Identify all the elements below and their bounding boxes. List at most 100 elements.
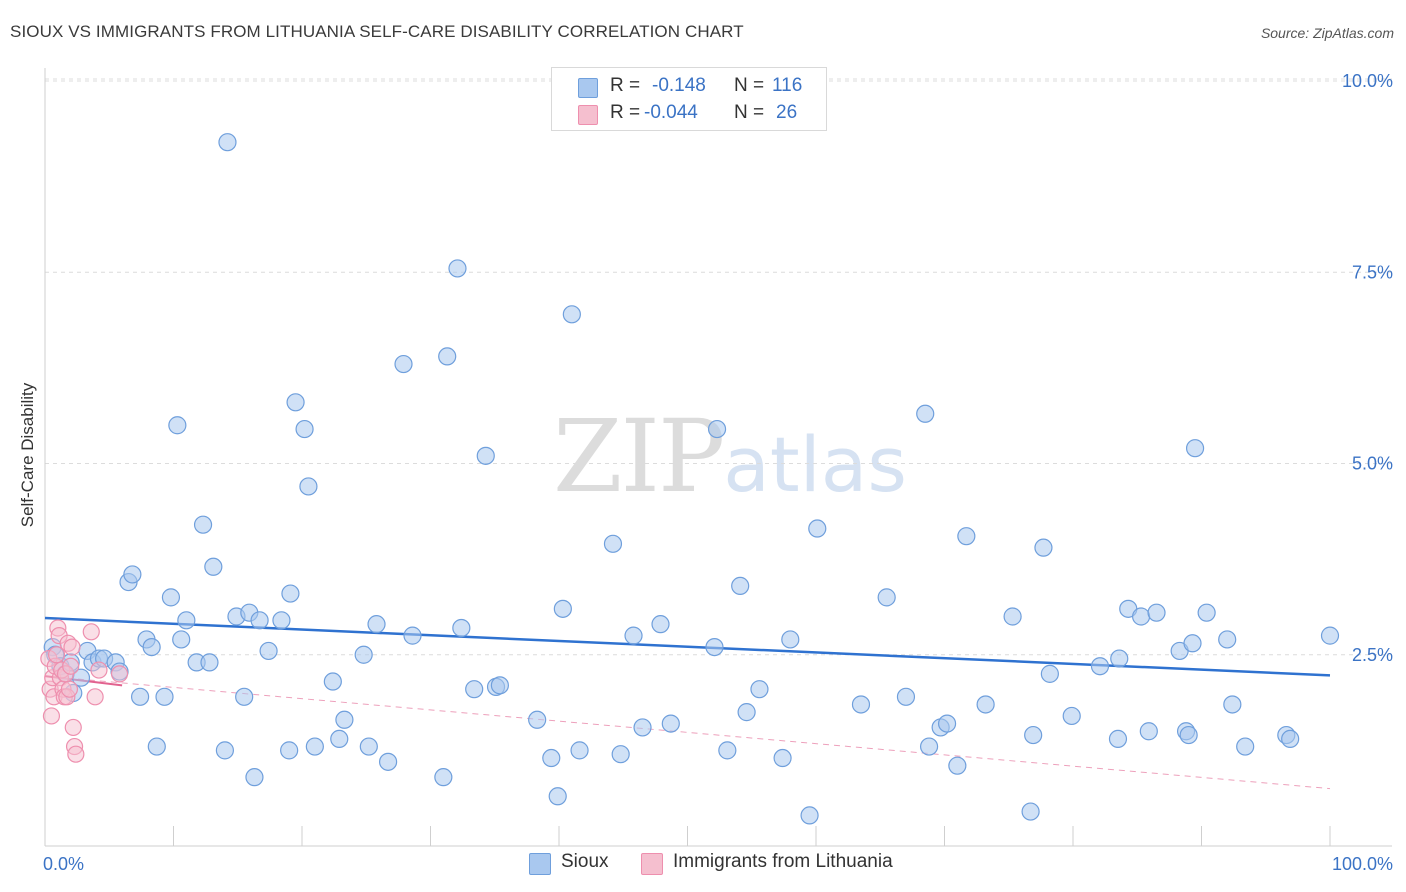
lithuania-point bbox=[110, 665, 129, 683]
sioux-point bbox=[130, 687, 150, 706]
sioux-point bbox=[193, 515, 213, 534]
lithuania-r-label: R = bbox=[610, 102, 641, 123]
sioux-point bbox=[235, 687, 254, 706]
sioux-point bbox=[1139, 722, 1158, 741]
lithuania-point bbox=[64, 718, 82, 737]
sioux-point bbox=[168, 416, 187, 435]
sioux-point bbox=[452, 618, 471, 638]
sioux-point bbox=[548, 787, 567, 806]
sioux-point bbox=[1132, 607, 1151, 626]
sioux-point bbox=[773, 748, 792, 768]
sioux-point bbox=[661, 714, 680, 733]
sioux-point bbox=[1147, 603, 1166, 622]
sioux-point bbox=[330, 729, 349, 749]
sioux-point bbox=[1024, 725, 1043, 745]
points-layer bbox=[40, 133, 1340, 825]
watermark-atlas: atlas bbox=[723, 420, 907, 509]
sioux-point bbox=[781, 630, 800, 649]
sioux-point bbox=[1183, 634, 1202, 653]
sioux-point bbox=[465, 680, 484, 699]
sioux-point bbox=[528, 710, 547, 729]
sioux-point bbox=[281, 584, 300, 603]
sioux-point bbox=[215, 741, 234, 760]
sioux-point bbox=[1040, 664, 1059, 683]
sioux-swatch bbox=[578, 78, 598, 98]
lithuania-point bbox=[60, 680, 79, 698]
sioux-point bbox=[204, 557, 223, 576]
sioux-point bbox=[172, 630, 191, 649]
sioux-point bbox=[916, 404, 935, 423]
sioux-point bbox=[705, 637, 724, 657]
y-tick-label: 7.5% bbox=[1352, 262, 1393, 282]
sioux-point bbox=[737, 703, 756, 722]
x-tick-label-max: 100.0% bbox=[1332, 854, 1393, 874]
sioux-point bbox=[624, 626, 643, 645]
sioux-point bbox=[1179, 725, 1198, 745]
lithuania-point bbox=[42, 707, 61, 725]
sioux-point bbox=[611, 745, 630, 764]
lithuania-point bbox=[67, 745, 85, 763]
sioux-point bbox=[323, 672, 342, 691]
sioux-point bbox=[1110, 649, 1129, 668]
trend-layer bbox=[44, 616, 1331, 790]
sioux-point bbox=[155, 687, 174, 706]
legend-lithuania-label: Immigrants from Lithuania bbox=[673, 851, 893, 872]
sioux-n-value: 116 bbox=[772, 75, 803, 96]
sioux-point bbox=[1236, 737, 1255, 756]
sioux-n-label: N = bbox=[734, 75, 765, 96]
lithuania-point bbox=[62, 657, 80, 675]
lithuania-point bbox=[86, 688, 104, 706]
grid-layer bbox=[45, 78, 1392, 656]
sioux-point bbox=[707, 419, 727, 439]
sioux-point bbox=[1218, 630, 1237, 649]
sioux-point bbox=[1281, 729, 1300, 749]
sioux-point bbox=[948, 756, 967, 775]
sioux-point bbox=[896, 687, 916, 706]
sioux-point bbox=[245, 768, 264, 787]
sioux-point bbox=[603, 534, 623, 553]
sioux-point bbox=[750, 680, 769, 699]
sioux-point bbox=[553, 599, 572, 618]
sioux-point bbox=[1108, 729, 1128, 749]
sioux-point bbox=[250, 611, 269, 630]
x-tick-label-min: 0.0% bbox=[43, 854, 84, 874]
sioux-point bbox=[448, 259, 467, 278]
lithuania-point bbox=[63, 638, 81, 656]
sioux-point bbox=[295, 419, 314, 439]
sioux-point bbox=[1197, 603, 1216, 622]
legend-lithuania-swatch bbox=[641, 853, 663, 875]
sioux-point bbox=[1185, 439, 1205, 458]
sioux-point bbox=[633, 718, 652, 737]
y-axis-title: Self-Care Disability bbox=[18, 382, 37, 528]
sioux-point bbox=[731, 576, 750, 596]
sioux-point bbox=[1034, 538, 1053, 557]
sioux-point bbox=[1062, 706, 1081, 726]
stats-legend: R = -0.148 N = 116 R = -0.044 N = 26 bbox=[551, 67, 827, 131]
sioux-point bbox=[394, 354, 413, 374]
sioux-point bbox=[490, 676, 509, 695]
sioux-point bbox=[378, 752, 398, 771]
sioux-r-value: -0.148 bbox=[652, 75, 706, 96]
sioux-r-label: R = bbox=[610, 75, 641, 96]
sioux-point bbox=[570, 741, 589, 760]
sioux-point bbox=[542, 748, 561, 768]
y-tick-label: 10.0% bbox=[1342, 71, 1393, 91]
sioux-point bbox=[937, 714, 957, 733]
legend-sioux-label: Sioux bbox=[561, 851, 609, 872]
sioux-point bbox=[957, 527, 976, 546]
lithuania-n-label: N = bbox=[734, 102, 765, 123]
sioux-point bbox=[367, 615, 386, 634]
watermark: ZIPatlas bbox=[553, 398, 907, 515]
lithuania-swatch bbox=[578, 105, 598, 125]
sioux-point bbox=[1320, 626, 1340, 645]
chart-title: SIOUX VS IMMIGRANTS FROM LITHUANIA SELF-… bbox=[10, 22, 744, 41]
sioux-point bbox=[976, 695, 995, 714]
sioux-point bbox=[200, 653, 219, 672]
y-tick-label: 2.5% bbox=[1352, 645, 1393, 665]
label-layer: 2.5% 5.0% 7.5% 10.0% 0.0% 100.0% bbox=[43, 71, 1393, 874]
sioux-point bbox=[1003, 607, 1022, 626]
sioux-point bbox=[299, 477, 318, 496]
sioux-point bbox=[359, 737, 378, 756]
sioux-point bbox=[800, 806, 819, 825]
